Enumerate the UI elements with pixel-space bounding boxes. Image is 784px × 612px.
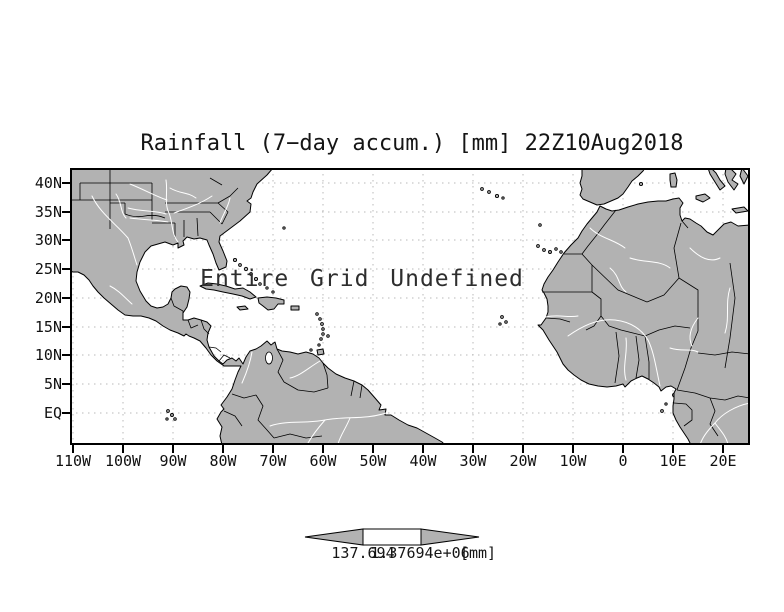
island-puerto-rico (290, 305, 300, 311)
undefined-overlay-text: Entire Grid Undefined (200, 266, 524, 292)
lon-label-30w: 30W (459, 452, 487, 470)
lon-label-40w: 40W (409, 452, 437, 470)
island-cuba (199, 282, 257, 300)
map-svg (70, 168, 750, 445)
lat-label-10n: 10N (34, 346, 62, 364)
lon-axis-tick (572, 445, 574, 453)
lat-axis-tick (62, 326, 70, 328)
lat-axis-tick (62, 383, 70, 385)
lat-label-35n: 35N (34, 203, 62, 221)
lon-axis-tick (372, 445, 374, 453)
lon-label-110w: 110W (54, 452, 92, 470)
land-americas (70, 168, 446, 445)
lon-axis-tick (272, 445, 274, 453)
coastline-africa (537, 197, 750, 445)
lat-label-40n: 40N (34, 174, 62, 192)
island-hispaniola (257, 296, 285, 311)
plot-title: Rainfall (7−day accum.) [mm] 22Z10Aug201… (140, 131, 684, 156)
coastline-iberia (579, 168, 646, 206)
lat-axis-tick (62, 182, 70, 184)
lat-label-eq: EQ (43, 404, 62, 422)
colorbar-left-arrow (304, 528, 364, 546)
lon-axis-tick (622, 445, 624, 453)
lon-label-20e: 20E (709, 452, 737, 470)
map-frame (70, 168, 750, 445)
lat-axis-tick (62, 412, 70, 414)
lat-label-25n: 25N (34, 260, 62, 278)
island-sardinia (669, 172, 678, 188)
lon-axis-tick (522, 445, 524, 453)
land-africa (537, 168, 750, 445)
lake-maracaibo (265, 351, 273, 365)
political-borders (70, 168, 750, 439)
lat-label-30n: 30N (34, 231, 62, 249)
lon-axis-tick (122, 445, 124, 453)
lon-label-0: 0 (618, 452, 628, 470)
lon-label-50w: 50W (359, 452, 387, 470)
colorbar-max-value: 1.37694e+06 (370, 544, 470, 562)
small-islands (165, 181, 676, 421)
map-area: Entire Grid Undefined (70, 168, 750, 445)
lon-label-90w: 90W (159, 452, 187, 470)
lon-label-70w: 70W (259, 452, 287, 470)
coastline-americas (70, 168, 446, 445)
lat-axis-tick (62, 268, 70, 270)
colorbar-units: [mm] (459, 544, 497, 562)
colorbar-right-arrow (420, 528, 480, 546)
lon-label-10w: 10W (559, 452, 587, 470)
lon-axis-tick (722, 445, 724, 453)
lon-axis-tick (472, 445, 474, 453)
lat-axis-tick (62, 297, 70, 299)
colorbar-box (362, 528, 422, 546)
lon-axis-tick (422, 445, 424, 453)
lat-axis-tick (62, 239, 70, 241)
island-trinidad (316, 348, 325, 356)
lat-label-5n: 5N (43, 375, 62, 393)
lat-label-15n: 15N (34, 318, 62, 336)
lon-label-10e: 10E (659, 452, 687, 470)
lon-label-80w: 80W (209, 452, 237, 470)
lon-axis-tick (172, 445, 174, 453)
island-sicily (695, 193, 711, 203)
lat-axis-tick (62, 211, 70, 213)
rivers (91, 179, 750, 445)
lon-axis-tick (672, 445, 674, 453)
lat-axis-tick (62, 354, 70, 356)
colorbar-min-value: 137.694 (331, 544, 395, 562)
lat-label-20n: 20N (34, 289, 62, 307)
coast-balkan (739, 168, 749, 185)
lon-label-100w: 100W (104, 452, 142, 470)
lon-axis-tick (222, 445, 224, 453)
island-jamaica (236, 305, 249, 311)
lon-axis-tick (72, 445, 74, 453)
lon-axis-tick (322, 445, 324, 453)
lon-label-20w: 20W (509, 452, 537, 470)
lon-label-60w: 60W (309, 452, 337, 470)
colorbar (304, 528, 480, 546)
